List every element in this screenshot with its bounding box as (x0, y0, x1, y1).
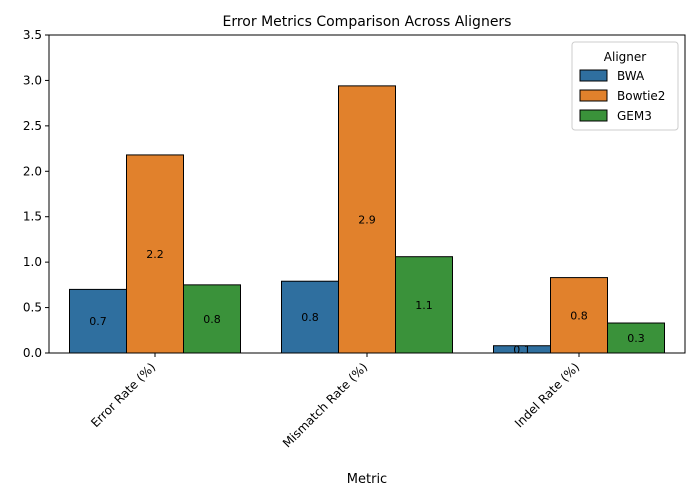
x-axis: Error Rate (%) Mismatch Rate (%) Indel Rat… (88, 353, 582, 450)
data-label: 0.8 (203, 313, 221, 326)
data-label: 0.8 (301, 311, 319, 324)
data-label: 0.1 (513, 343, 531, 356)
x-axis-label: Metric (347, 472, 387, 487)
y-tick-label: 1.5 (23, 210, 42, 224)
legend-swatch (579, 89, 608, 102)
y-tick-label: 3.0 (23, 73, 42, 87)
x-tick-label: Error Rate (%) (88, 360, 158, 430)
legend-title: Aligner (604, 50, 646, 64)
legend-label: BWA (617, 69, 645, 83)
plot-frame (48, 34, 686, 354)
y-tick-label: 2.0 (23, 164, 42, 178)
chart-title: Error Metrics Comparison Across Aligners (223, 14, 512, 30)
bar-bowtie2-1 (338, 85, 396, 354)
data-label: 1.1 (415, 299, 433, 312)
data-label: 2.9 (358, 213, 376, 226)
bar-gem3-2 (607, 322, 665, 354)
legend-label: Bowtie2 (617, 89, 665, 103)
y-tick-label: 1.0 (23, 255, 42, 269)
data-label: 0.8 (570, 309, 588, 322)
legend-label: GEM3 (617, 109, 652, 123)
bar-gem3-0 (183, 284, 241, 354)
y-axis: 0.0 0.5 1.0 1.5 2.0 2.5 3.0 3.5 (23, 28, 49, 360)
legend-swatch (579, 109, 608, 122)
bar-bowtie2-0 (126, 154, 184, 354)
y-tick-label: 0.0 (23, 346, 42, 360)
bars-layer (69, 85, 665, 354)
bar-bwa-0 (69, 288, 127, 354)
x-tick-label: Mismatch Rate (%) (280, 360, 370, 450)
bar-bwa-1 (281, 280, 339, 354)
bar-labels-layer: 0.7 2.2 0.8 0.8 2.9 1.1 0.1 0.8 0.3 (89, 213, 645, 356)
legend-box (571, 41, 679, 131)
y-tick-label: 0.5 (23, 301, 42, 315)
data-label: 0.7 (89, 315, 107, 328)
legend-swatch (579, 69, 608, 82)
bar-gem3-1 (395, 256, 453, 354)
y-tick-label: 2.5 (23, 119, 42, 133)
x-tick-label: Indel Rate (%) (512, 360, 582, 430)
y-tick-label: 3.5 (23, 28, 42, 42)
data-label: 2.2 (146, 248, 164, 261)
data-label: 0.3 (627, 332, 645, 345)
bar-bowtie2-2 (550, 277, 608, 354)
legend: Aligner BWA Bowtie2 GEM3 (571, 41, 679, 131)
